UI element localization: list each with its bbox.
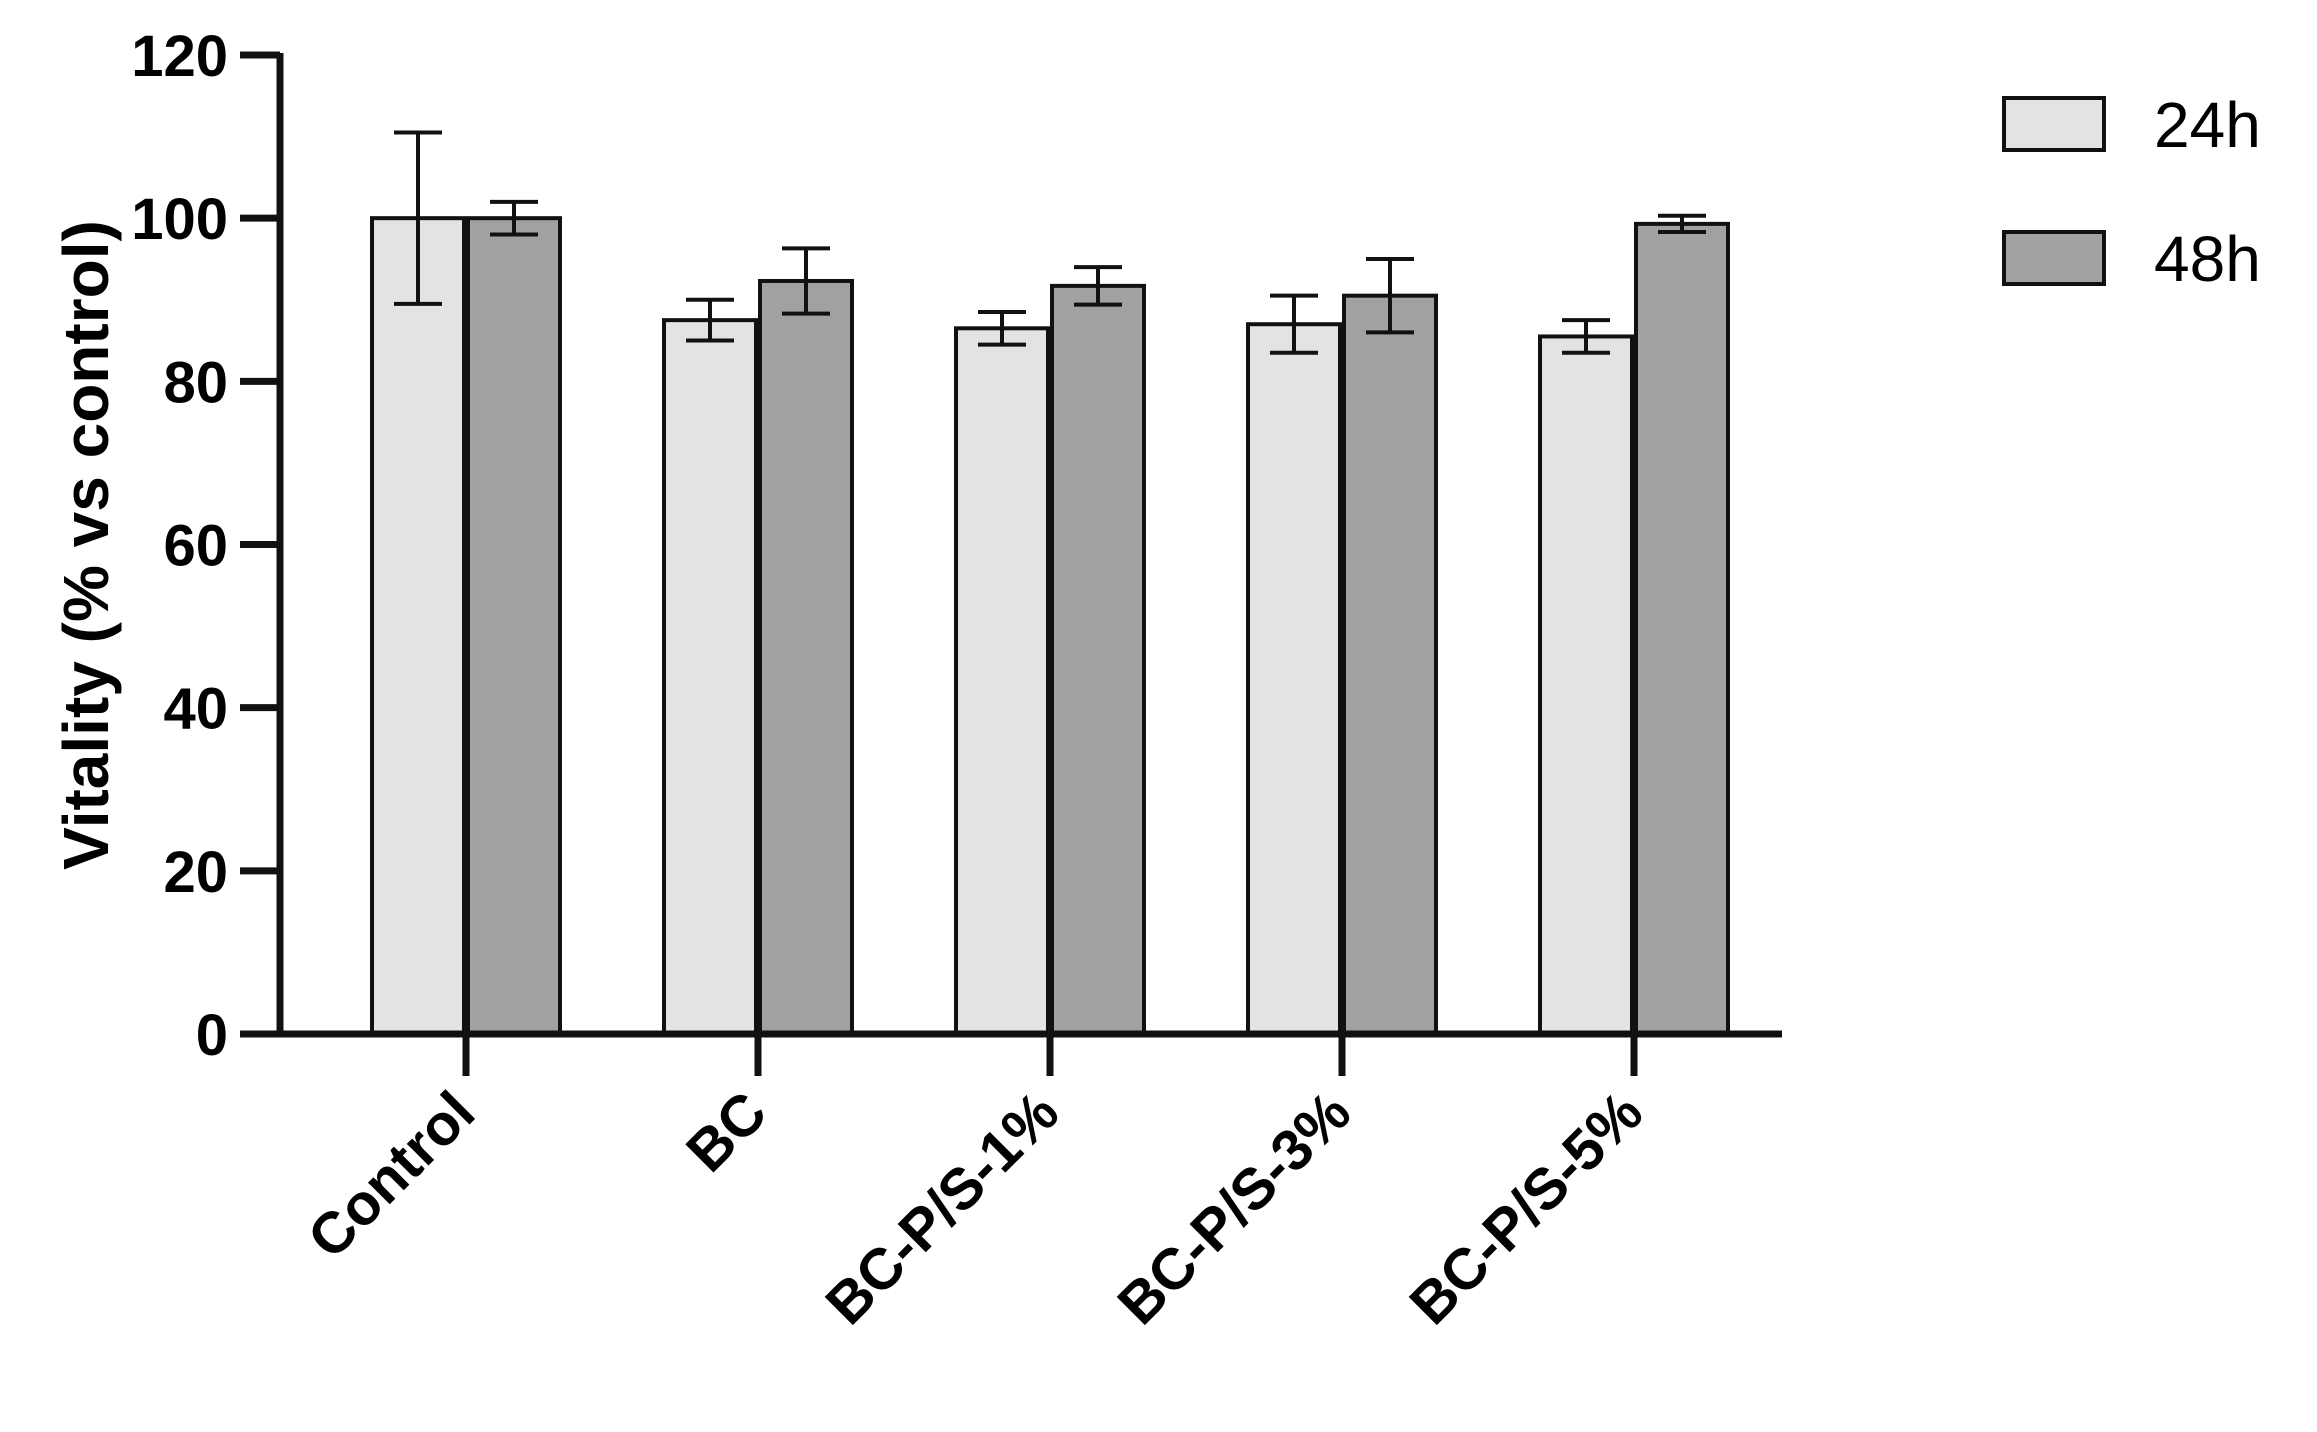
y-tick-label: 0 [196, 1003, 228, 1068]
bar-48h-1 [758, 278, 854, 1036]
y-tick-label: 120 [131, 24, 228, 89]
bar-48h-3 [1342, 293, 1438, 1036]
y-tick-label: 20 [163, 840, 228, 905]
bar-24h-4 [1538, 334, 1634, 1036]
bar-48h-0 [466, 216, 562, 1036]
legend-label: 24h [2154, 89, 2261, 161]
bar-24h-0 [370, 216, 466, 1036]
error-bars-layer [394, 130, 1706, 355]
bar-48h-2 [1050, 283, 1146, 1036]
bar-24h-2 [954, 326, 1050, 1037]
y-tick-label: 40 [163, 677, 228, 742]
x-category-label: BC-P/S-1% [813, 1079, 1071, 1337]
bar-48h-4 [1634, 221, 1730, 1036]
legend: 24h 48h [2002, 89, 2261, 295]
bar-24h-3 [1246, 322, 1342, 1037]
legend-label: 48h [2154, 223, 2261, 295]
bar-24h-1 [662, 318, 758, 1037]
x-category-label: Control [295, 1079, 487, 1271]
y-tick-label: 80 [163, 350, 228, 415]
y-tick-label: 100 [131, 187, 228, 252]
bars-layer [370, 216, 1730, 1037]
x-category-label: BC-P/S-5% [1397, 1079, 1655, 1337]
axes-layer [240, 51, 1782, 1076]
y-axis-title: Vitality (% vs control) [50, 220, 122, 870]
legend-swatch-48h [2002, 230, 2106, 286]
y-tick-label: 60 [163, 514, 228, 579]
legend-swatch-24h [2002, 96, 2106, 152]
x-category-label: BC [674, 1079, 779, 1184]
x-category-label: BC-P/S-3% [1105, 1079, 1363, 1337]
